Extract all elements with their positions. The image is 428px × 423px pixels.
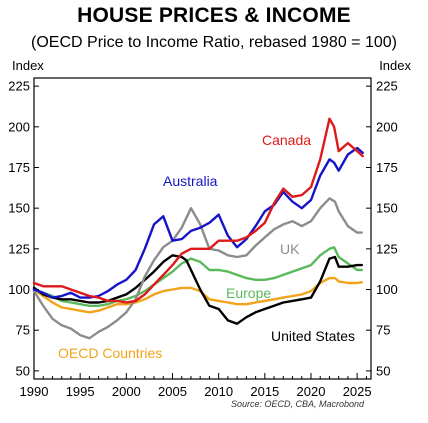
y-tick-label-left: 200: [8, 119, 30, 134]
x-tick-label: 2005: [158, 384, 187, 399]
series-label-united-states: United States: [271, 328, 355, 344]
x-tick-label: 1995: [66, 384, 95, 399]
chart-title: HOUSE PRICES & INCOME: [77, 4, 351, 27]
y-tick-label-right: 100: [376, 282, 398, 297]
y-tick-label-left: 100: [8, 282, 30, 297]
y-tick-label-left: 50: [16, 363, 30, 378]
series-line-united-states: [32, 254, 363, 325]
chart-subtitle: (OECD Price to Income Ratio, rebased 198…: [31, 34, 397, 51]
x-tick-label: 2020: [297, 384, 326, 399]
y-tick-label-right: 200: [376, 119, 398, 134]
plot-area-frame: [33, 77, 372, 380]
x-tick-label: 2000: [112, 384, 141, 399]
y-tick-label-right: 50: [376, 363, 390, 378]
source-note: Source: OECD, CBA, Macrobond: [231, 399, 365, 409]
series-label-canada: Canada: [262, 132, 311, 148]
y-tick-label-left: 150: [8, 201, 30, 216]
y-axis-right: 50 75 100 125 150 175 200 225: [366, 79, 398, 378]
y-tick-label-left: 75: [16, 323, 30, 338]
y-tick-label-right: 150: [376, 201, 398, 216]
x-tick-label: 2010: [204, 384, 233, 399]
y-tick-label-left: 125: [8, 241, 30, 256]
x-axis: 1990 1995 2000 2005 2010 2015 2020 2025: [20, 373, 372, 399]
series-lines: [32, 117, 364, 340]
series-label-europe: Europe: [226, 285, 271, 301]
y-axis-unit-right: Index: [379, 58, 411, 73]
series-line-canada: [32, 117, 364, 304]
y-tick-label-right: 225: [376, 79, 398, 94]
series-label-australia: Australia: [163, 173, 218, 189]
x-tick-label: 1990: [20, 384, 49, 399]
series-line-europe: [32, 246, 363, 307]
y-tick-label-right: 175: [376, 160, 398, 175]
series-label-oecd-countries: OECD Countries: [58, 345, 162, 361]
y-axis-left: 50 75 100 125 150 175 200 225: [8, 79, 39, 378]
series-label-uk: UK: [280, 241, 300, 257]
y-axis-unit-left: Index: [12, 58, 44, 73]
y-tick-label-left: 225: [8, 79, 30, 94]
x-tick-label: 2025: [343, 384, 372, 399]
series-line-uk: [32, 197, 363, 340]
y-tick-label-left: 175: [8, 160, 30, 175]
y-tick-label-right: 75: [376, 323, 390, 338]
x-tick-label: 2015: [250, 384, 279, 399]
y-tick-label-right: 125: [376, 241, 398, 256]
